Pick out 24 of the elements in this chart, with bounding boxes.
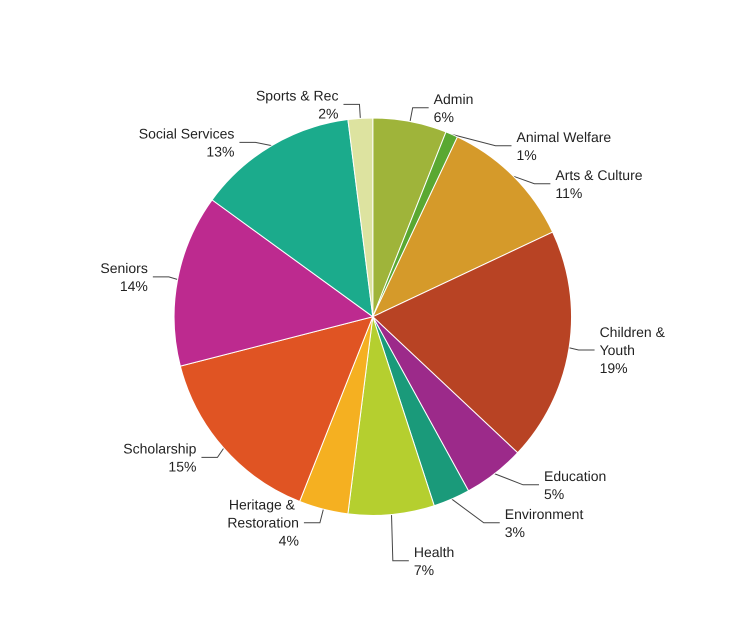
data-label: 3% — [504, 524, 525, 540]
slice-label: Social Services — [138, 125, 234, 142]
data-label: 13% — [206, 143, 234, 160]
slice-label: Arts & Culture — [555, 166, 643, 183]
data-label: 1% — [516, 146, 537, 163]
data-label: 2% — [318, 105, 338, 122]
slice-label: Health — [414, 544, 454, 560]
data-label: 7% — [414, 562, 434, 578]
slice-label: Admin — [434, 90, 474, 107]
slice-label: Sports & Rec — [256, 87, 338, 104]
slice-label: Children & Youth — [600, 324, 669, 358]
data-label: 4% — [278, 532, 299, 549]
slice-label: Seniors — [100, 260, 148, 276]
data-label: 14% — [120, 278, 148, 294]
data-label: 15% — [168, 458, 196, 474]
slice-label: Animal Welfare — [516, 128, 612, 145]
data-label: 6% — [434, 108, 454, 125]
data-label: 11% — [555, 184, 582, 201]
data-label: 5% — [544, 486, 564, 502]
slice-label: Heritage & Restoration — [227, 496, 299, 531]
slice-label: Education — [544, 468, 606, 484]
data-label: 19% — [600, 360, 628, 376]
slice-label: Environment — [504, 506, 584, 522]
slice-label: Scholarship — [123, 440, 197, 456]
